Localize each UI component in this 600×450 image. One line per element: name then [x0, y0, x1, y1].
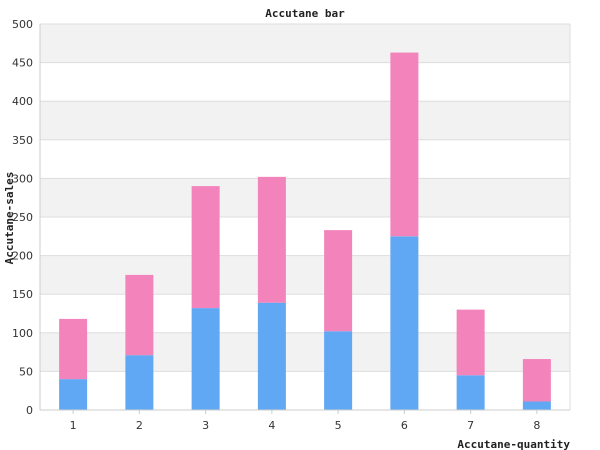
- y-tick-label: 0: [26, 404, 33, 417]
- x-tick-label: 3: [202, 419, 209, 432]
- x-tick-label: 2: [136, 419, 143, 432]
- plot-band: [40, 139, 570, 179]
- x-tick-label: 7: [467, 419, 474, 432]
- bar-segment-series-2-category-5: [324, 230, 353, 332]
- bar-segment-series-2-category-1: [59, 318, 88, 380]
- y-tick-label: 50: [19, 365, 33, 378]
- plot-band: [40, 255, 570, 295]
- plot-band: [40, 217, 570, 256]
- y-tick-label: 150: [12, 288, 33, 301]
- bar-segment-series-2-category-2: [125, 274, 154, 356]
- y-tick-label: 300: [12, 172, 33, 185]
- plot-band: [40, 294, 570, 333]
- plot-band: [40, 101, 570, 140]
- x-tick-label: 8: [533, 419, 540, 432]
- bar-segment-series-1-category-5: [324, 331, 353, 410]
- bar-segment-series-2-category-7: [456, 309, 485, 376]
- bar-segment-series-1-category-1: [59, 379, 88, 410]
- bar-segment-series-2-category-3: [191, 186, 220, 309]
- plot-band: [40, 332, 570, 372]
- x-tick-label: 6: [401, 419, 408, 432]
- bar-segment-series-2-category-4: [257, 176, 286, 303]
- bar-segment-series-1-category-2: [125, 355, 154, 410]
- y-tick-labels: 0 50 100 150 200 250 300 350 400 450 500: [12, 18, 33, 417]
- bar-segment-series-1-category-4: [257, 302, 286, 410]
- axes: [39, 24, 571, 411]
- x-tick-label: 4: [268, 419, 275, 432]
- plot-band: [40, 371, 570, 410]
- bar-segment-series-1-category-3: [191, 308, 220, 410]
- y-tick-label: 250: [12, 211, 33, 224]
- bar-segment-series-1-category-6: [390, 236, 419, 410]
- chart-title: Accutane bar: [265, 7, 345, 20]
- y-tick-label: 500: [12, 18, 33, 31]
- bar-segment-series-2-category-6: [390, 52, 419, 237]
- x-axis-label: Accutane-quantity: [457, 438, 570, 450]
- bar-segment-series-2-category-8: [522, 359, 551, 402]
- y-tick-label: 450: [12, 57, 33, 70]
- x-tick-label: 5: [335, 419, 342, 432]
- y-tick-label: 200: [12, 250, 33, 263]
- plot-band: [40, 24, 570, 63]
- y-tick-label: 100: [12, 327, 33, 340]
- plot-band: [40, 62, 570, 102]
- bar-segment-series-1-category-8: [522, 401, 551, 410]
- y-axis-label: Accutane-sales: [3, 172, 16, 265]
- x-tick-label: 1: [70, 419, 77, 432]
- x-tick-labels: 1 2 3 4 5 6 7 8: [70, 410, 540, 432]
- plot-band: [40, 178, 570, 217]
- y-tick-label: 400: [12, 95, 33, 108]
- bars: [59, 52, 551, 410]
- y-tick-label: 350: [12, 134, 33, 147]
- bar-segment-series-1-category-7: [456, 375, 485, 410]
